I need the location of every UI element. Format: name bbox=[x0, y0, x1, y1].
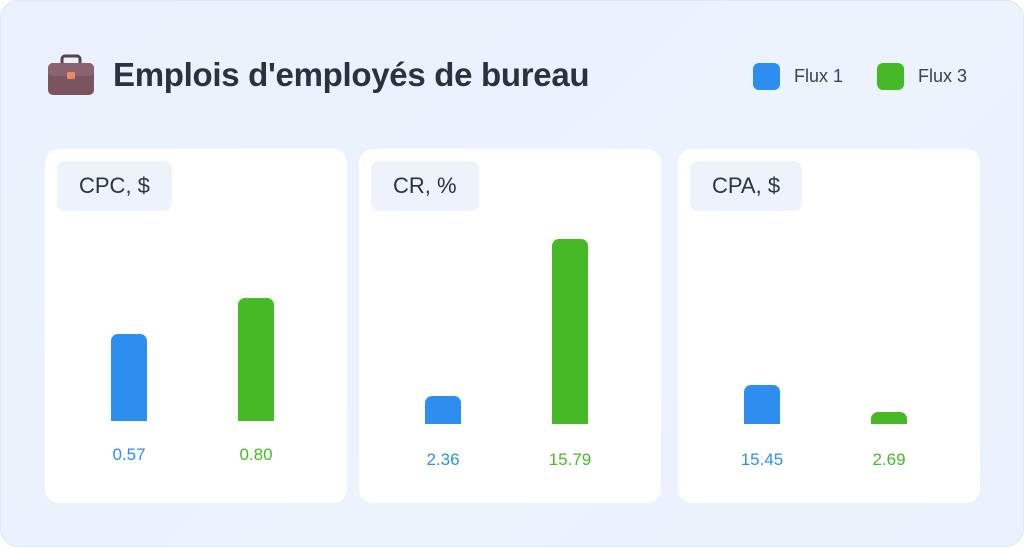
legend-item-flux-3: Flux 3 bbox=[877, 63, 967, 90]
bar-cpc-flux-1 bbox=[111, 334, 147, 421]
value-label-cpa-flux-1: 15.45 bbox=[740, 450, 784, 469]
bar-cr-flux-1 bbox=[425, 396, 461, 424]
panel-title-cpa: CPA, $ bbox=[690, 161, 803, 211]
legend-label-flux-3: Flux 3 bbox=[918, 66, 968, 86]
panel-title-cr: CR, % bbox=[371, 161, 479, 211]
bar-cpc-flux-3 bbox=[238, 298, 274, 421]
value-label-cpc-flux-3: 0.80 bbox=[239, 445, 273, 464]
legend: Flux 1 Flux 3 bbox=[753, 63, 967, 90]
panel-cpa: CPA, $ 15.45 2.69 bbox=[678, 149, 980, 503]
panel-cr: CR, % 2.36 15.79 bbox=[359, 149, 661, 503]
value-label-cpc-flux-1: 0.57 bbox=[112, 445, 146, 464]
chart-title: Emplois d'employés de bureau bbox=[113, 56, 590, 93]
legend-item-flux-1: Flux 1 bbox=[753, 63, 843, 90]
legend-label-flux-1: Flux 1 bbox=[794, 66, 844, 86]
panel-cpc: CPC, $ 0.57 0.80 bbox=[45, 149, 347, 503]
value-label-cr-flux-3: 15.79 bbox=[548, 450, 592, 469]
legend-swatch-flux-1 bbox=[753, 63, 780, 90]
panel-title-cpc: CPC, $ bbox=[57, 161, 172, 211]
value-label-cpa-flux-3: 2.69 bbox=[872, 450, 906, 469]
bar-cpa-flux-1 bbox=[744, 385, 780, 424]
briefcase-icon bbox=[48, 54, 94, 95]
legend-swatch-flux-3 bbox=[877, 63, 905, 90]
value-label-cr-flux-1: 2.36 bbox=[426, 450, 460, 469]
bar-cpa-flux-3 bbox=[871, 412, 907, 424]
bar-cr-flux-3 bbox=[552, 239, 588, 424]
